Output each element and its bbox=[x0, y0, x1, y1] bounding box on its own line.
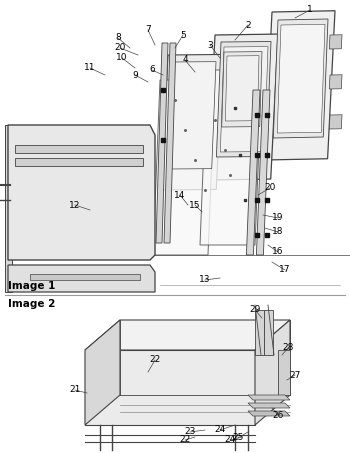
Text: 10: 10 bbox=[116, 53, 128, 63]
Polygon shape bbox=[248, 411, 290, 416]
Text: 7: 7 bbox=[145, 25, 151, 34]
Polygon shape bbox=[85, 320, 120, 425]
Text: Image 1: Image 1 bbox=[8, 281, 55, 291]
Text: 18: 18 bbox=[272, 227, 284, 236]
Polygon shape bbox=[120, 320, 290, 395]
Polygon shape bbox=[329, 115, 342, 129]
Text: 1: 1 bbox=[307, 5, 313, 14]
Polygon shape bbox=[156, 43, 168, 243]
Polygon shape bbox=[30, 274, 140, 280]
Text: 9: 9 bbox=[132, 71, 138, 79]
Polygon shape bbox=[277, 24, 325, 133]
Text: 29: 29 bbox=[249, 305, 261, 314]
Text: 21: 21 bbox=[69, 386, 81, 395]
Text: 13: 13 bbox=[199, 275, 211, 284]
Polygon shape bbox=[246, 90, 260, 255]
Text: 8: 8 bbox=[115, 34, 121, 43]
Polygon shape bbox=[164, 43, 176, 243]
Polygon shape bbox=[264, 310, 273, 355]
Text: 6: 6 bbox=[149, 66, 155, 74]
Text: Image 2: Image 2 bbox=[8, 299, 55, 309]
Polygon shape bbox=[85, 350, 255, 425]
Polygon shape bbox=[216, 42, 271, 157]
Text: 15: 15 bbox=[189, 201, 201, 209]
Text: 25: 25 bbox=[232, 434, 244, 443]
Text: 11: 11 bbox=[84, 63, 96, 72]
Polygon shape bbox=[85, 320, 290, 350]
Text: 16: 16 bbox=[272, 247, 284, 256]
Text: 2: 2 bbox=[245, 20, 251, 29]
Text: 24: 24 bbox=[224, 435, 236, 444]
Text: 26: 26 bbox=[272, 410, 284, 419]
Polygon shape bbox=[153, 80, 215, 255]
Polygon shape bbox=[169, 62, 216, 169]
Polygon shape bbox=[273, 19, 328, 138]
Polygon shape bbox=[208, 34, 278, 180]
Polygon shape bbox=[257, 90, 270, 255]
Text: 4: 4 bbox=[182, 56, 188, 64]
Polygon shape bbox=[5, 125, 12, 292]
Polygon shape bbox=[255, 310, 264, 355]
Polygon shape bbox=[161, 54, 223, 190]
Text: 27: 27 bbox=[289, 371, 301, 380]
Text: 28: 28 bbox=[282, 343, 294, 352]
Polygon shape bbox=[225, 56, 259, 121]
Text: 14: 14 bbox=[174, 191, 186, 199]
Polygon shape bbox=[200, 70, 262, 245]
Text: 17: 17 bbox=[279, 265, 291, 275]
Polygon shape bbox=[248, 395, 290, 400]
Text: 22: 22 bbox=[179, 435, 191, 444]
Polygon shape bbox=[255, 320, 290, 425]
Polygon shape bbox=[265, 11, 335, 160]
Polygon shape bbox=[329, 75, 342, 89]
Text: 24: 24 bbox=[214, 425, 226, 434]
Text: 22: 22 bbox=[149, 356, 161, 365]
Polygon shape bbox=[220, 47, 268, 152]
Polygon shape bbox=[15, 158, 143, 166]
Polygon shape bbox=[8, 125, 155, 260]
Text: 19: 19 bbox=[272, 213, 284, 222]
Text: 12: 12 bbox=[69, 201, 81, 209]
Polygon shape bbox=[248, 403, 290, 408]
Polygon shape bbox=[222, 52, 262, 127]
Text: 3: 3 bbox=[207, 40, 213, 49]
Text: 5: 5 bbox=[180, 30, 186, 39]
Polygon shape bbox=[8, 265, 155, 292]
Polygon shape bbox=[329, 35, 342, 49]
Text: 23: 23 bbox=[184, 428, 196, 437]
Polygon shape bbox=[278, 350, 290, 395]
Text: 20: 20 bbox=[264, 183, 276, 193]
Text: 20: 20 bbox=[114, 43, 126, 53]
Polygon shape bbox=[15, 145, 143, 153]
